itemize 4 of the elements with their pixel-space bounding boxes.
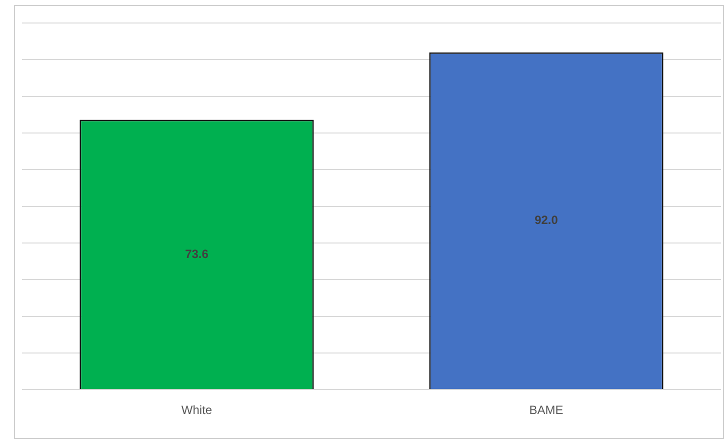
x-tick-label: BAME: [529, 403, 564, 418]
x-tick-label: White: [181, 403, 212, 418]
data-label: 73.6: [185, 246, 209, 261]
data-label: 92.0: [534, 213, 558, 228]
